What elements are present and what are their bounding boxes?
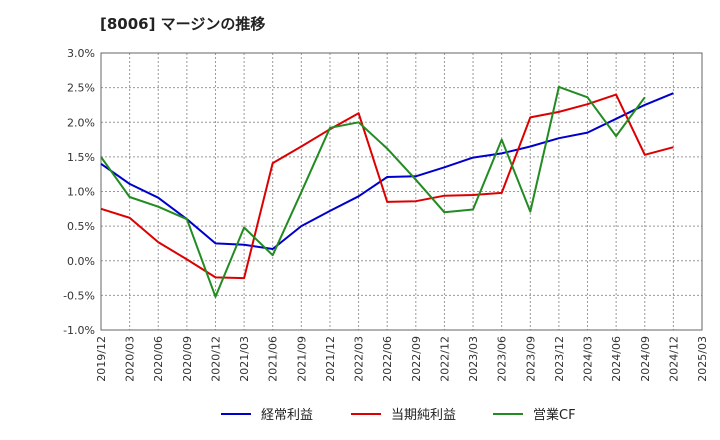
- x-tick-label: 2024/03: [582, 336, 595, 382]
- x-tick-label: 2020/03: [124, 336, 137, 382]
- y-tick-label: -0.5%: [63, 289, 95, 302]
- y-tick-label: 0.0%: [67, 255, 95, 268]
- x-tick-label: 2023/09: [524, 336, 537, 382]
- y-tick-label: 1.5%: [67, 151, 95, 164]
- legend-label: 当期純利益: [391, 408, 456, 423]
- y-tick-label: 0.5%: [67, 220, 95, 233]
- x-tick-label: 2022/09: [410, 336, 423, 382]
- x-tick-label: 2022/12: [438, 336, 451, 382]
- x-tick-label: 2019/12: [95, 336, 108, 382]
- x-tick-label: 2020/12: [209, 336, 222, 382]
- legend-label: 営業CF: [533, 407, 576, 423]
- series-line: [100, 85, 646, 298]
- x-tick-label: 2021/09: [295, 336, 308, 382]
- x-tick-label: 2021/06: [267, 336, 280, 382]
- x-tick-label: 2024/09: [639, 336, 652, 382]
- x-tick-label: 2021/12: [324, 336, 337, 382]
- y-tick-label: 2.0%: [67, 116, 95, 129]
- series-line: [100, 93, 674, 280]
- x-tick-label: 2025/03: [696, 336, 709, 382]
- y-tick-label: 1.0%: [67, 186, 95, 199]
- x-tick-label: 2023/06: [496, 336, 509, 382]
- x-tick-label: 2022/06: [381, 336, 394, 382]
- chart-title: [8006] マージンの推移: [100, 15, 266, 33]
- legend-label: 経常利益: [261, 408, 313, 423]
- x-tick-label: 2023/03: [467, 336, 480, 382]
- y-tick-label: 3.0%: [67, 47, 95, 60]
- x-tick-label: 2022/03: [353, 336, 366, 382]
- x-tick-label: 2024/12: [667, 336, 680, 382]
- x-tick-label: 2020/06: [152, 336, 165, 382]
- y-tick-label: 2.5%: [67, 82, 95, 95]
- x-tick-label: 2021/03: [238, 336, 251, 382]
- x-tick-label: 2020/09: [181, 336, 194, 382]
- series-line: [100, 92, 674, 250]
- x-tick-label: 2023/12: [553, 336, 566, 382]
- plot-frame: [100, 52, 703, 331]
- y-tick-label: -1.0%: [63, 324, 95, 337]
- x-tick-label: 2024/06: [610, 336, 623, 382]
